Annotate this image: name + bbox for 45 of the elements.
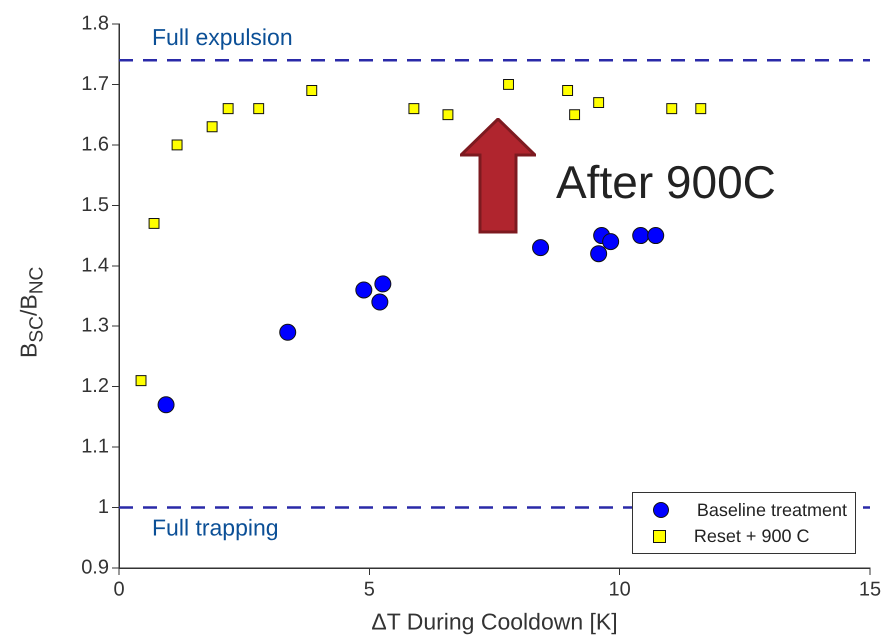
point [158,396,175,414]
point [253,103,264,114]
point [593,97,604,108]
point [371,294,388,311]
point [632,227,650,244]
x-axis-title: ΔT During Cooldown [K] [371,608,618,635]
y-tick-label: 1.3 [81,314,109,337]
y-tick-label: 1.1 [81,436,109,458]
y-tick-label: 1 [98,496,109,518]
point [562,85,574,96]
y-tick-label: 1.6 [81,133,109,156]
point [355,281,372,298]
legend-label: Reset + 900 C [694,526,810,546]
y-tick-label: 1.4 [81,254,109,276]
y-tick-label: 0.9 [81,556,109,579]
point [503,78,514,90]
legend-label: Baseline treatment [696,500,847,520]
point [666,103,678,114]
point [206,121,218,132]
y-tick-label: 1.7 [81,72,109,95]
y-tick-label: 1.8 [81,12,109,35]
y-tick-label: 1.2 [81,375,109,398]
point [148,218,160,229]
point [222,103,234,114]
point [172,139,183,150]
point [279,324,296,341]
ref-line-label: Full trapping [152,514,279,540]
point [590,245,608,262]
point [306,85,318,96]
x-tick-label: 10 [608,578,631,601]
point [602,233,620,250]
point [374,275,392,292]
point [647,227,664,244]
x-tick-label: 5 [364,578,375,601]
x-tick-label: 15 [858,578,882,601]
point [695,103,706,114]
point [532,239,550,256]
point [569,109,580,120]
point [442,109,454,120]
x-tick-label: 0 [113,578,125,601]
point [136,375,146,386]
annotation: After 900C [556,155,776,209]
y-tick-label: 1.5 [81,194,109,216]
ref-line-label: Full expulsion [152,24,293,50]
point [408,103,420,114]
